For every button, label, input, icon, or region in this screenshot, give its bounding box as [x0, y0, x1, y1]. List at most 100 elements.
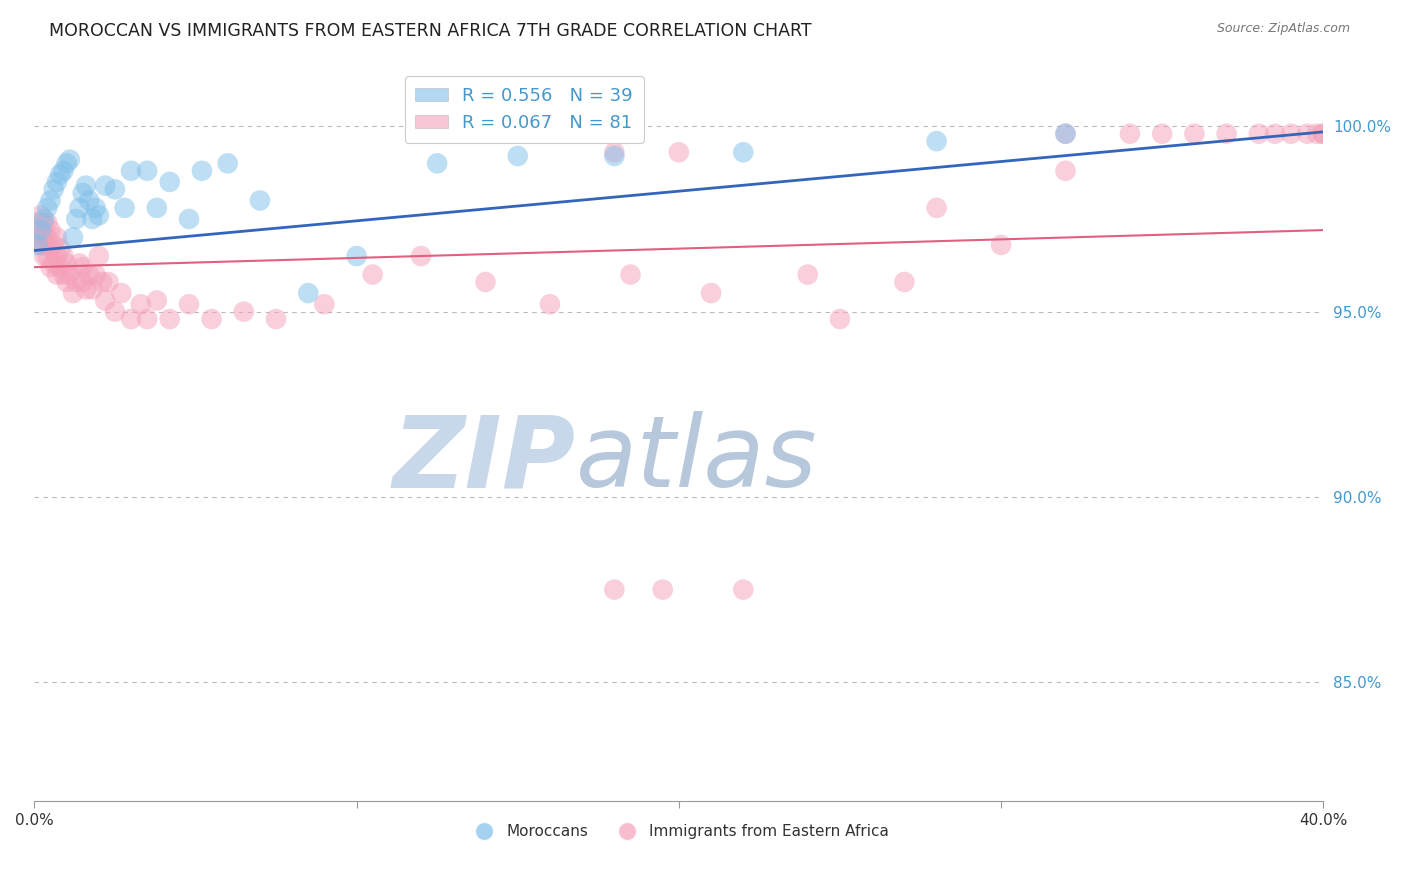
Point: [97, 275, 120, 289]
Point: [32, 249, 55, 263]
Point: [62, 286, 84, 301]
Point: [603, 149, 626, 163]
Point: [42, 182, 65, 196]
Point: [1054, 163, 1077, 178]
Point: [120, 312, 142, 326]
Point: [346, 249, 368, 263]
Point: [925, 134, 948, 148]
Point: [65, 275, 87, 289]
Point: [49, 260, 72, 275]
Point: [1312, 127, 1334, 141]
Point: [1119, 127, 1142, 141]
Point: [136, 163, 159, 178]
Point: [30, 223, 52, 237]
Point: [82, 282, 104, 296]
Point: [114, 201, 136, 215]
Text: ZIP: ZIP: [392, 411, 575, 508]
Point: [52, 163, 75, 178]
Text: Source: ZipAtlas.com: Source: ZipAtlas.com: [1216, 22, 1350, 36]
Point: [75, 282, 97, 296]
Point: [32, 227, 55, 241]
Point: [1182, 127, 1205, 141]
Point: [1264, 127, 1286, 141]
Point: [59, 153, 82, 167]
Point: [37, 201, 59, 215]
Point: [619, 268, 641, 282]
Point: [733, 582, 755, 597]
Point: [27, 216, 49, 230]
Point: [45, 249, 67, 263]
Point: [603, 145, 626, 160]
Point: [82, 211, 104, 226]
Point: [314, 297, 336, 311]
Point: [1306, 127, 1329, 141]
Point: [37, 230, 59, 244]
Point: [84, 268, 107, 282]
Point: [159, 312, 181, 326]
Point: [110, 286, 132, 301]
Point: [52, 249, 75, 263]
Point: [651, 582, 673, 597]
Point: [828, 312, 851, 326]
Point: [32, 211, 55, 226]
Point: [77, 194, 100, 208]
Point: [191, 163, 214, 178]
Point: [27, 230, 49, 244]
Point: [45, 175, 67, 189]
Point: [75, 178, 97, 193]
Point: [264, 312, 287, 326]
Point: [796, 268, 818, 282]
Point: [45, 230, 67, 244]
Point: [104, 182, 127, 196]
Point: [361, 268, 384, 282]
Point: [91, 275, 114, 289]
Point: [426, 156, 449, 170]
Point: [72, 260, 94, 275]
Point: [72, 275, 94, 289]
Point: [1247, 127, 1270, 141]
Point: [200, 312, 222, 326]
Point: [59, 268, 82, 282]
Point: [249, 194, 271, 208]
Point: [30, 223, 52, 237]
Point: [87, 249, 110, 263]
Point: [45, 268, 67, 282]
Point: [217, 156, 239, 170]
Point: [104, 304, 127, 318]
Point: [177, 297, 200, 311]
Point: [146, 201, 169, 215]
Point: [893, 275, 915, 289]
Point: [42, 238, 65, 252]
Point: [30, 208, 52, 222]
Point: [37, 216, 59, 230]
Point: [39, 260, 62, 275]
Point: [1279, 127, 1302, 141]
Point: [925, 201, 948, 215]
Point: [136, 312, 159, 326]
Point: [603, 582, 626, 597]
Point: [409, 249, 432, 263]
Point: [62, 230, 84, 244]
Point: [1152, 127, 1174, 141]
Point: [39, 194, 62, 208]
Point: [733, 145, 755, 160]
Point: [1054, 127, 1077, 141]
Point: [52, 268, 75, 282]
Text: atlas: atlas: [575, 411, 817, 508]
Point: [39, 242, 62, 256]
Point: [474, 275, 496, 289]
Point: [69, 201, 91, 215]
Point: [232, 304, 254, 318]
Text: MOROCCAN VS IMMIGRANTS FROM EASTERN AFRICA 7TH GRADE CORRELATION CHART: MOROCCAN VS IMMIGRANTS FROM EASTERN AFRI…: [49, 22, 811, 40]
Point: [39, 223, 62, 237]
Point: [55, 156, 77, 170]
Point: [700, 286, 723, 301]
Point: [94, 178, 117, 193]
Point: [42, 256, 65, 270]
Point: [159, 175, 181, 189]
Point: [27, 238, 49, 252]
Point: [506, 149, 529, 163]
Legend: Moroccans, Immigrants from Eastern Africa: Moroccans, Immigrants from Eastern Afric…: [463, 818, 896, 845]
Point: [55, 275, 77, 289]
Point: [84, 201, 107, 215]
